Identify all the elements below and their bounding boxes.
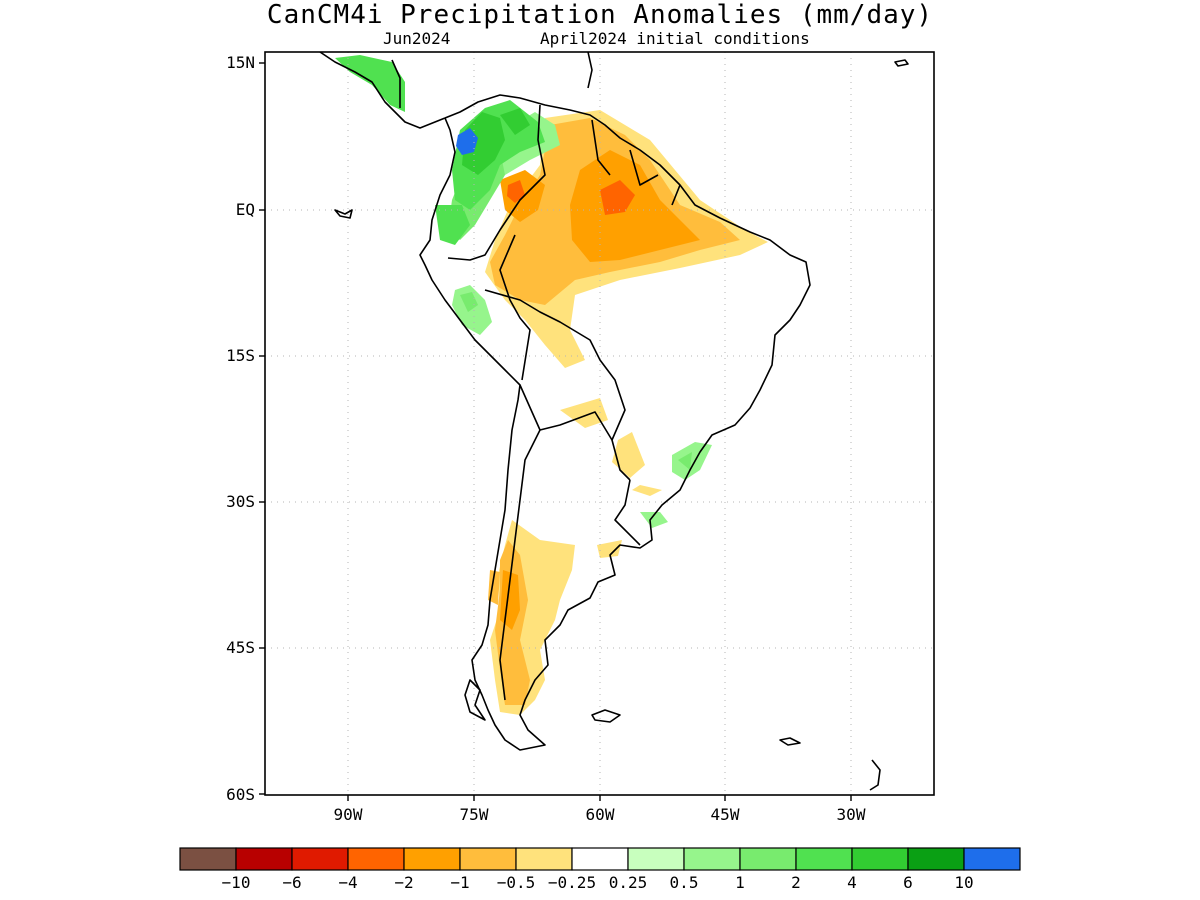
colorbar-label: −6 <box>282 873 301 892</box>
initial-conditions-label: April2024 initial conditions <box>540 29 810 48</box>
colorbar-swatch <box>571 847 629 871</box>
colorbar-swatch <box>235 847 293 871</box>
colorbar <box>179 847 1021 871</box>
colorbar-swatch <box>347 847 405 871</box>
colorbar-label: −4 <box>338 873 357 892</box>
lat-label: EQ <box>236 200 255 219</box>
colorbar-label: −1 <box>450 873 469 892</box>
colorbar-swatch <box>179 847 237 871</box>
colorbar-swatch <box>851 847 909 871</box>
colorbar-label: −2 <box>394 873 413 892</box>
coastlines <box>319 52 909 791</box>
lon-label: 60W <box>586 805 615 824</box>
colorbar-label: 10 <box>954 873 973 892</box>
colorbar-swatch <box>739 847 797 871</box>
colorbar-label: −10 <box>222 873 251 892</box>
lat-label: 30S <box>226 492 255 511</box>
colorbar-label: 1 <box>735 873 745 892</box>
lat-label: 45S <box>226 638 255 657</box>
colorbar-swatch <box>907 847 965 871</box>
colorbar-swatch <box>459 847 517 871</box>
lon-label: 90W <box>334 805 363 824</box>
colorbar-labels: −10 −6 −4 −2 −1 −0.5 −0.25 0.25 0.5 1 2 4 6 10 <box>222 873 974 892</box>
figure-title: CanCM4i Precipitation Anomalies (mm/day) <box>266 0 934 30</box>
colorbar-label: 0.25 <box>609 873 648 892</box>
colorbar-label: 0.5 <box>670 873 699 892</box>
forecast-month: Jun2024 <box>383 29 451 48</box>
lat-label: 60S <box>226 785 255 804</box>
colorbar-swatch <box>963 847 1021 871</box>
colorbar-label: 6 <box>903 873 913 892</box>
colorbar-swatch <box>291 847 349 871</box>
colorbar-label: −0.25 <box>548 873 596 892</box>
colorbar-swatch <box>627 847 685 871</box>
latitude-labels: 15N EQ 15S 30S 45S 60S <box>226 53 255 804</box>
colorbar-swatch <box>515 847 573 871</box>
longitude-labels: 90W 75W 60W 45W 30W <box>334 805 866 824</box>
colorbar-label: −0.5 <box>497 873 536 892</box>
lon-label: 30W <box>837 805 866 824</box>
axis-ticks <box>259 62 852 801</box>
lat-label: 15S <box>226 346 255 365</box>
colorbar-label: 4 <box>847 873 857 892</box>
lon-label: 75W <box>460 805 489 824</box>
colorbar-swatch <box>403 847 461 871</box>
lon-label: 45W <box>711 805 740 824</box>
anomaly-fields <box>335 55 768 715</box>
lat-label: 15N <box>226 53 255 72</box>
colorbar-label: 2 <box>791 873 801 892</box>
colorbar-swatch <box>795 847 853 871</box>
colorbar-swatch <box>683 847 741 871</box>
